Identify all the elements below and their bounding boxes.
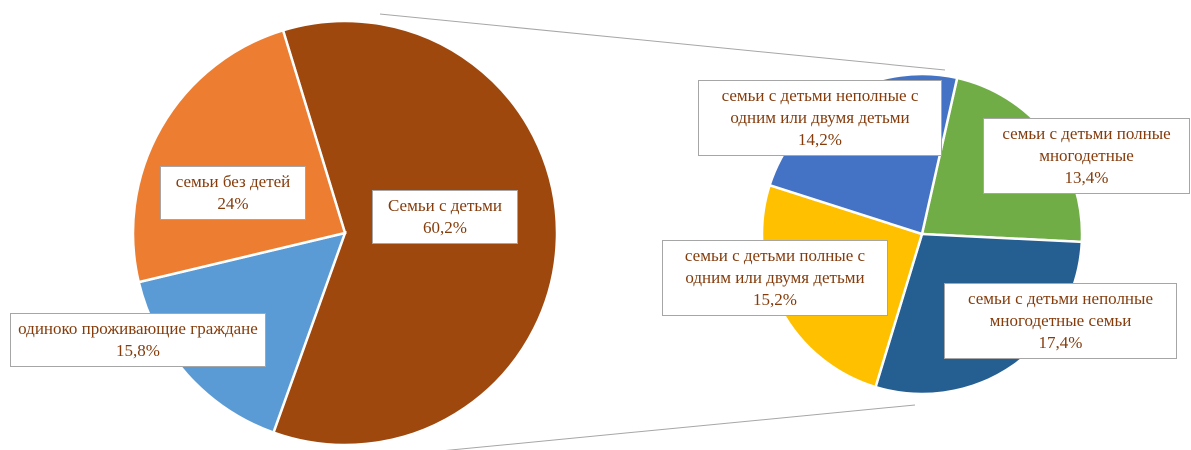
label-value: 60,2% — [423, 218, 467, 238]
label-value: 15,2% — [753, 290, 797, 310]
label-value: 14,2% — [798, 130, 842, 150]
connector-line — [379, 13, 946, 71]
label-category: Семьи с детьми — [388, 196, 502, 215]
data-label: семьи с детьми неполные многодетные семь… — [944, 283, 1177, 360]
connector-line — [445, 404, 916, 450]
label-category: семьи с детьми полные многодетные — [1002, 124, 1171, 166]
label-value: 13,4% — [1064, 168, 1109, 188]
data-label: семьи с детьми полные с одним или двумя … — [662, 240, 888, 317]
label-category: семьи без детей — [175, 172, 291, 191]
data-label: семьи с детьми полные многодетные 13,4% — [983, 118, 1190, 195]
data-label: семьи без детей 24% — [160, 166, 306, 221]
data-label: семьи с детьми неполные с одним или двум… — [698, 80, 942, 157]
label-category: семьи с детьми полные с одним или двумя … — [684, 246, 866, 288]
label-value: 15,8% — [116, 341, 160, 361]
label-category: одиноко проживающие граждане — [18, 319, 258, 338]
label-category: семьи с детьми неполные с одним или двум… — [721, 86, 919, 128]
label-category: семьи с детьми неполные многодетные семь… — [968, 289, 1153, 331]
data-label: одиноко проживающие граждане 15,8% — [10, 313, 266, 368]
data-label: Семьи с детьми 60,2% — [372, 190, 518, 245]
label-value: 24% — [217, 194, 249, 214]
label-value: 17,4% — [1038, 333, 1083, 353]
